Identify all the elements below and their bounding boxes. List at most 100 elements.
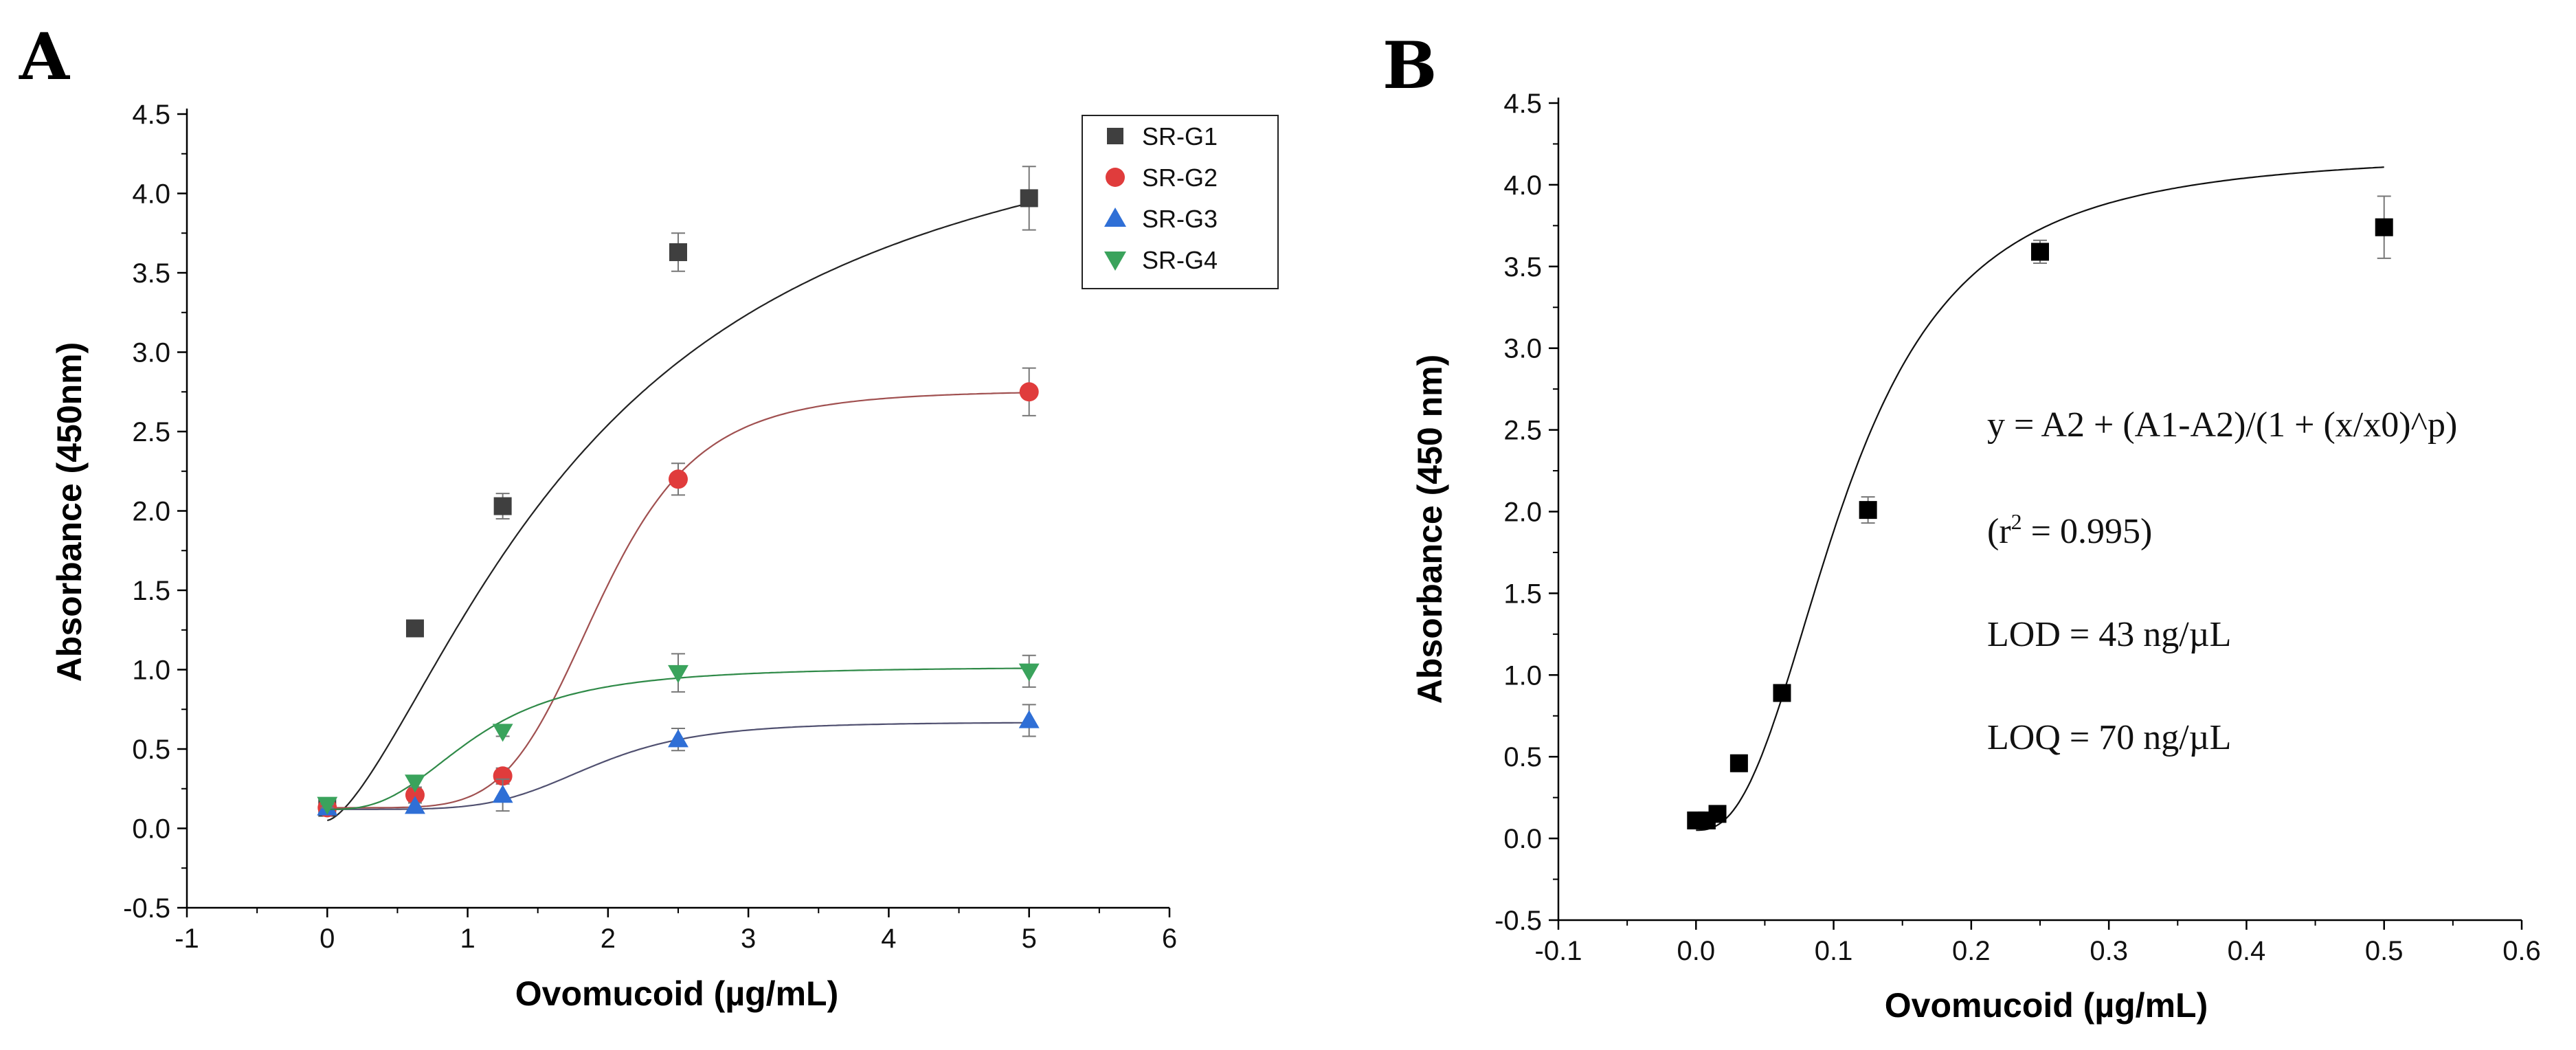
y-tick-label: 2.0 bbox=[1503, 498, 1542, 528]
panel-a-label: A bbox=[19, 19, 70, 95]
panel-b-annotations: y = A2 + (A1-A2)/(1 + (x/x0)^p) (r2 = 0.… bbox=[1987, 405, 2457, 757]
panel-a: A -1 0 1 2 3 4 5 6 -0.5 0.0 0.5 1.0 1.5 2.0 2.5 3.0 3.5 4… bbox=[19, 19, 1279, 1013]
marker-square bbox=[405, 619, 424, 638]
marker-square bbox=[2375, 218, 2393, 236]
marker-triangle-up bbox=[492, 785, 513, 803]
x-tick-label: 6 bbox=[1162, 924, 1177, 954]
r-squared-prefix: (r bbox=[1987, 512, 2011, 551]
r-squared: (r2 = 0.995) bbox=[1987, 509, 2152, 551]
y-tick-label: 3.5 bbox=[132, 258, 170, 289]
loq-text: LOQ = 70 ng/µL bbox=[1987, 718, 2231, 757]
marker-square bbox=[669, 243, 687, 261]
legend-marker-triangle-down bbox=[1104, 252, 1126, 271]
data-point bbox=[1020, 166, 1038, 231]
y-tick-label: 1.5 bbox=[132, 576, 170, 606]
marker-triangle-up bbox=[1018, 710, 1040, 728]
y-tick-label: 4.5 bbox=[132, 100, 170, 130]
data-point bbox=[2375, 195, 2393, 259]
marker-triangle-down bbox=[1018, 663, 1040, 682]
y-tick-label: 3.0 bbox=[1503, 334, 1542, 364]
marker-triangle-down bbox=[492, 724, 513, 742]
legend-label: SR-G3 bbox=[1142, 205, 1218, 233]
y-tick-label: 3.5 bbox=[1503, 252, 1542, 282]
x-tick-label: 5 bbox=[1022, 924, 1037, 954]
y-tick-label: 2.0 bbox=[132, 497, 170, 527]
x-tick-label: -1 bbox=[175, 924, 199, 954]
data-point bbox=[405, 774, 425, 793]
legend-label: SR-G2 bbox=[1142, 164, 1218, 192]
panel-a-y-axis-title: Absorbance (450nm) bbox=[50, 342, 89, 682]
data-point bbox=[669, 462, 688, 496]
y-tick-label: 3.0 bbox=[132, 338, 170, 368]
data-point bbox=[1729, 754, 1748, 772]
r-squared-superscript: 2 bbox=[2011, 509, 2022, 534]
x-tick-label: -0.1 bbox=[1535, 936, 1582, 966]
legend-marker-triangle-up bbox=[1104, 208, 1126, 227]
data-point bbox=[669, 232, 687, 272]
y-tick-label: 4.0 bbox=[1503, 170, 1542, 201]
marker-triangle-up bbox=[405, 796, 425, 814]
x-tick-label: 0 bbox=[320, 924, 335, 954]
marker-circle bbox=[1019, 382, 1039, 402]
y-tick-label: 1.0 bbox=[132, 656, 170, 686]
panel-b-y-axis-title: Absorbance (450 nm) bbox=[1411, 355, 1449, 704]
data-point bbox=[492, 778, 513, 812]
marker-square bbox=[1708, 805, 1727, 823]
marker-square bbox=[1729, 754, 1748, 772]
panel-b: B -0.1 0.0 0.1 0.2 0.3 0.4 0.5 0.6 -0.5 0.0 0.5 1.0… bbox=[1382, 28, 2541, 1025]
x-tick-label: 0.1 bbox=[1815, 936, 1853, 966]
x-tick-label: 0.6 bbox=[2502, 936, 2541, 966]
fit-equation: y = A2 + (A1-A2)/(1 + (x/x0)^p) bbox=[1987, 405, 2457, 445]
x-tick-label: 4 bbox=[881, 924, 896, 954]
marker-circle bbox=[493, 766, 513, 786]
marker-circle bbox=[669, 469, 688, 489]
marker-triangle-down bbox=[317, 796, 338, 815]
marker-triangle-down bbox=[668, 664, 688, 684]
y-tick-label: 0.5 bbox=[1503, 742, 1542, 772]
x-tick-label: 0.0 bbox=[1677, 936, 1715, 966]
x-tick-label: 3 bbox=[741, 924, 756, 954]
data-point bbox=[405, 796, 425, 814]
y-tick-label: -0.5 bbox=[123, 893, 170, 924]
marker-square bbox=[1020, 189, 1038, 208]
y-tick-label: -0.5 bbox=[1494, 906, 1542, 936]
y-tick-label: 1.5 bbox=[1503, 579, 1542, 609]
x-tick-label: 0.2 bbox=[1952, 936, 1991, 966]
data-point bbox=[1018, 654, 1040, 688]
data-point bbox=[1859, 496, 1877, 524]
x-tick-label: 0.4 bbox=[2228, 936, 2266, 966]
marker-circle bbox=[405, 785, 425, 805]
legend-marker-square bbox=[1107, 128, 1123, 144]
panel-a-legend: SR-G1 SR-G2 SR-G3 SR-G4 bbox=[1082, 115, 1279, 289]
marker-triangle-up bbox=[668, 729, 688, 748]
fit-curve-sr-g1 bbox=[326, 202, 1029, 822]
y-tick-label: 2.5 bbox=[132, 417, 170, 447]
panel-b-plot: -0.1 0.0 0.1 0.2 0.3 0.4 0.5 0.6 -0.5 0.0 0.5 1.0 1.… bbox=[1494, 89, 2541, 966]
data-point bbox=[1019, 367, 1039, 416]
data-point bbox=[317, 796, 338, 815]
y-tick-label: 0.5 bbox=[132, 735, 170, 765]
data-point bbox=[668, 653, 688, 693]
panel-b-x-axis-title: Ovomucoid (µg/mL) bbox=[1885, 986, 2208, 1025]
fit-curve-data bbox=[1696, 166, 2384, 831]
x-tick-label: 1 bbox=[460, 924, 475, 954]
x-tick-label: 2 bbox=[601, 924, 616, 954]
marker-square bbox=[1773, 684, 1791, 702]
y-tick-label: 2.5 bbox=[1503, 416, 1542, 446]
panel-b-label: B bbox=[1382, 28, 1437, 104]
y-tick-label: 4.5 bbox=[1503, 89, 1542, 119]
marker-square bbox=[493, 497, 512, 515]
panel-a-plot: -1 0 1 2 3 4 5 6 -0.5 0.0 0.5 1.0 1.5 2.0 2.5 3.0 3.5 4.0… bbox=[123, 100, 1177, 954]
lod-text: LOD = 43 ng/µL bbox=[1987, 615, 2231, 654]
legend-marker-circle bbox=[1106, 168, 1125, 187]
r-squared-value: = 0.995) bbox=[2022, 512, 2153, 551]
data-point bbox=[493, 493, 512, 520]
legend-label: SR-G1 bbox=[1142, 122, 1218, 150]
data-point bbox=[492, 724, 513, 742]
legend-entry-sr-g3: SR-G3 bbox=[1104, 205, 1218, 233]
panel-a-x-axis-title: Ovomucoid (µg/mL) bbox=[515, 974, 838, 1013]
data-point bbox=[1708, 805, 1727, 823]
y-tick-label: 4.0 bbox=[132, 179, 170, 210]
legend-entry-sr-g1: SR-G1 bbox=[1107, 122, 1218, 150]
